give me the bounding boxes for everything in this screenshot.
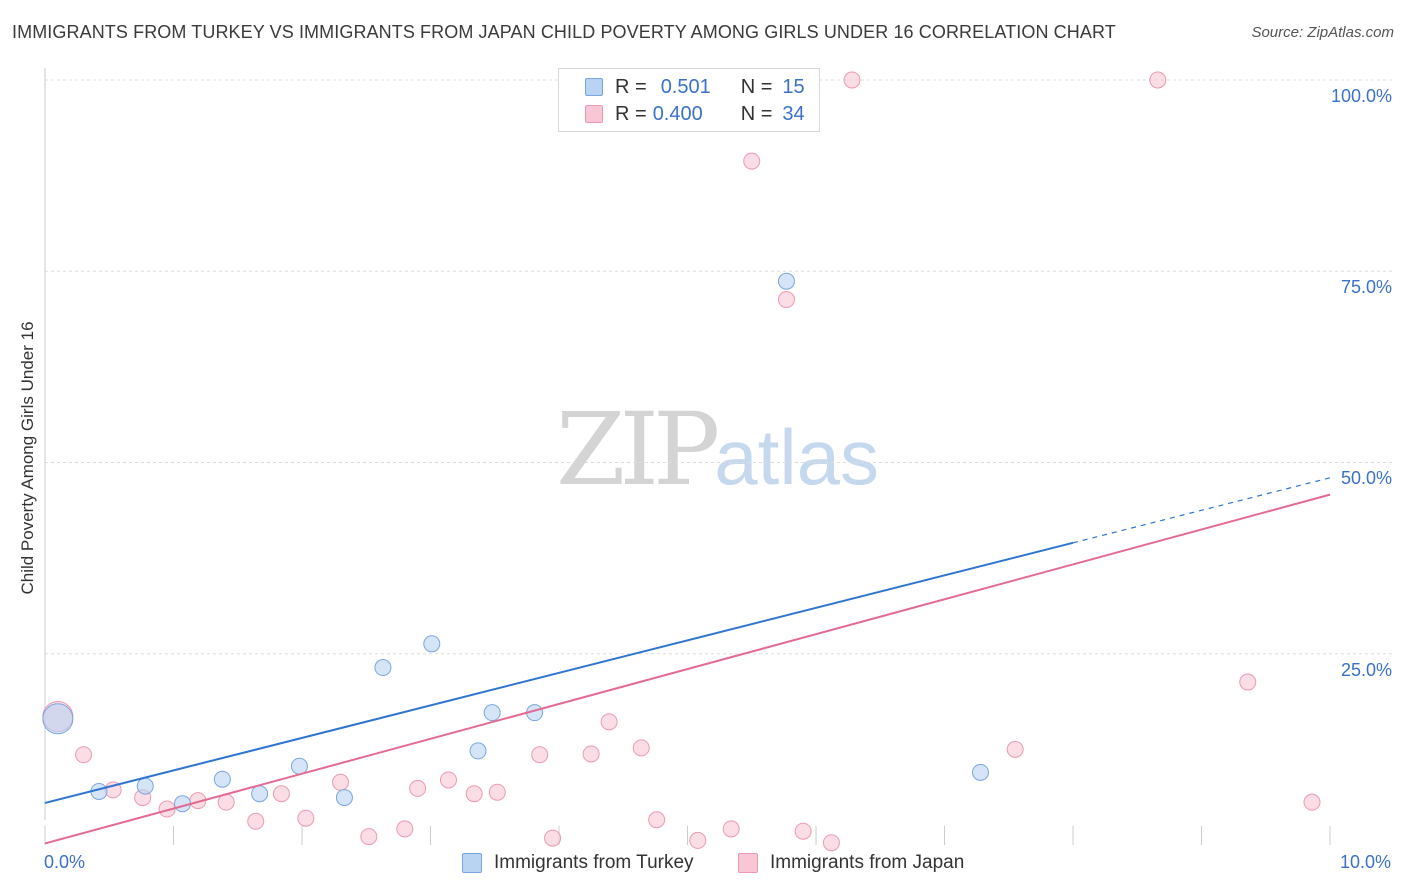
turkey-point bbox=[469, 742, 487, 760]
watermark-atlas: atlas bbox=[714, 413, 880, 501]
japan-point bbox=[439, 771, 457, 789]
legend-row-turkey: R = 0.501 N = 15 bbox=[585, 74, 805, 100]
japan-r-value: 0.400 bbox=[652, 102, 703, 125]
japan-swatch bbox=[585, 105, 603, 123]
japan-point bbox=[544, 829, 562, 847]
legend-item-turkey[interactable]: Immigrants from Turkey bbox=[462, 852, 694, 874]
y-tick-label: 75.0% bbox=[1340, 277, 1392, 297]
japan-n-value: 34 bbox=[782, 102, 805, 125]
turkey-n-value: 15 bbox=[782, 75, 805, 98]
japan-n-label: N = bbox=[740, 102, 773, 125]
japan-point bbox=[360, 828, 378, 846]
turkey-r-label: R = bbox=[615, 75, 647, 98]
japan-point bbox=[531, 746, 549, 764]
turkey-point bbox=[971, 763, 989, 781]
japan-legend-label: Immigrants from Japan bbox=[770, 852, 965, 873]
turkey-point bbox=[42, 703, 74, 735]
japan-point bbox=[488, 783, 506, 801]
japan-r-label: R = bbox=[615, 102, 647, 125]
y-tick-label: 50.0% bbox=[1340, 468, 1392, 488]
turkey-legend-swatch bbox=[462, 853, 482, 873]
source-label: Source: ZipAtlas.com bbox=[1251, 24, 1394, 41]
turkey-trend-extension bbox=[1072, 477, 1331, 544]
turkey-point bbox=[290, 757, 308, 775]
turkey-point bbox=[483, 704, 501, 722]
japan-point bbox=[1006, 740, 1024, 758]
chart-title: IMMIGRANTS FROM TURKEY VS IMMIGRANTS FRO… bbox=[12, 22, 1116, 42]
japan-point bbox=[632, 739, 650, 757]
japan-point bbox=[332, 773, 350, 791]
japan-point bbox=[1149, 71, 1167, 89]
correlation-legend: R = 0.501 N = 15 R = 0.400 N = 34 bbox=[558, 68, 820, 132]
japan-point bbox=[582, 745, 600, 763]
japan-point bbox=[794, 822, 812, 840]
japan-point bbox=[409, 779, 427, 797]
japan-trend-line bbox=[44, 493, 1331, 845]
japan-legend-swatch bbox=[738, 853, 758, 873]
turkey-trend-line bbox=[44, 541, 1074, 804]
turkey-point bbox=[251, 785, 269, 803]
japan-point bbox=[822, 834, 840, 852]
turkey-legend-label: Immigrants from Turkey bbox=[494, 852, 694, 873]
turkey-point bbox=[136, 777, 154, 795]
turkey-point bbox=[374, 659, 392, 677]
turkey-swatch bbox=[585, 78, 603, 96]
turkey-n-label: N = bbox=[740, 75, 773, 98]
japan-point bbox=[297, 809, 315, 827]
japan-point bbox=[743, 152, 761, 170]
japan-point bbox=[75, 746, 93, 764]
turkey-point bbox=[777, 272, 795, 290]
japan-point bbox=[843, 71, 861, 89]
japan-point bbox=[722, 820, 740, 838]
watermark: ZIPatlas bbox=[556, 400, 879, 500]
turkey-point bbox=[213, 770, 231, 788]
turkey-point bbox=[335, 789, 353, 807]
turkey-point bbox=[423, 635, 441, 653]
watermark-zip: ZIP bbox=[556, 391, 720, 508]
y-tick-label: 100.0% bbox=[1330, 86, 1392, 106]
japan-point bbox=[396, 820, 414, 838]
japan-point bbox=[1239, 673, 1257, 691]
y-tick-label: 25.0% bbox=[1340, 660, 1392, 680]
series-legend: Immigrants from Turkey Immigrants from J… bbox=[0, 852, 1406, 878]
japan-point bbox=[247, 812, 265, 830]
legend-item-japan[interactable]: Immigrants from Japan bbox=[738, 852, 964, 874]
japan-point bbox=[1303, 793, 1321, 811]
japan-point bbox=[465, 785, 483, 803]
turkey-r-value: 0.501 bbox=[660, 75, 711, 98]
legend-row-japan: R = 0.400 N = 34 bbox=[585, 101, 805, 127]
japan-point bbox=[272, 785, 290, 803]
x-tick-label: 0.0% bbox=[44, 852, 86, 872]
japan-point bbox=[777, 291, 795, 309]
japan-point bbox=[600, 713, 618, 731]
x-tick-label: 10.0% bbox=[1340, 852, 1392, 872]
japan-point bbox=[689, 831, 707, 849]
japan-point bbox=[648, 811, 666, 829]
